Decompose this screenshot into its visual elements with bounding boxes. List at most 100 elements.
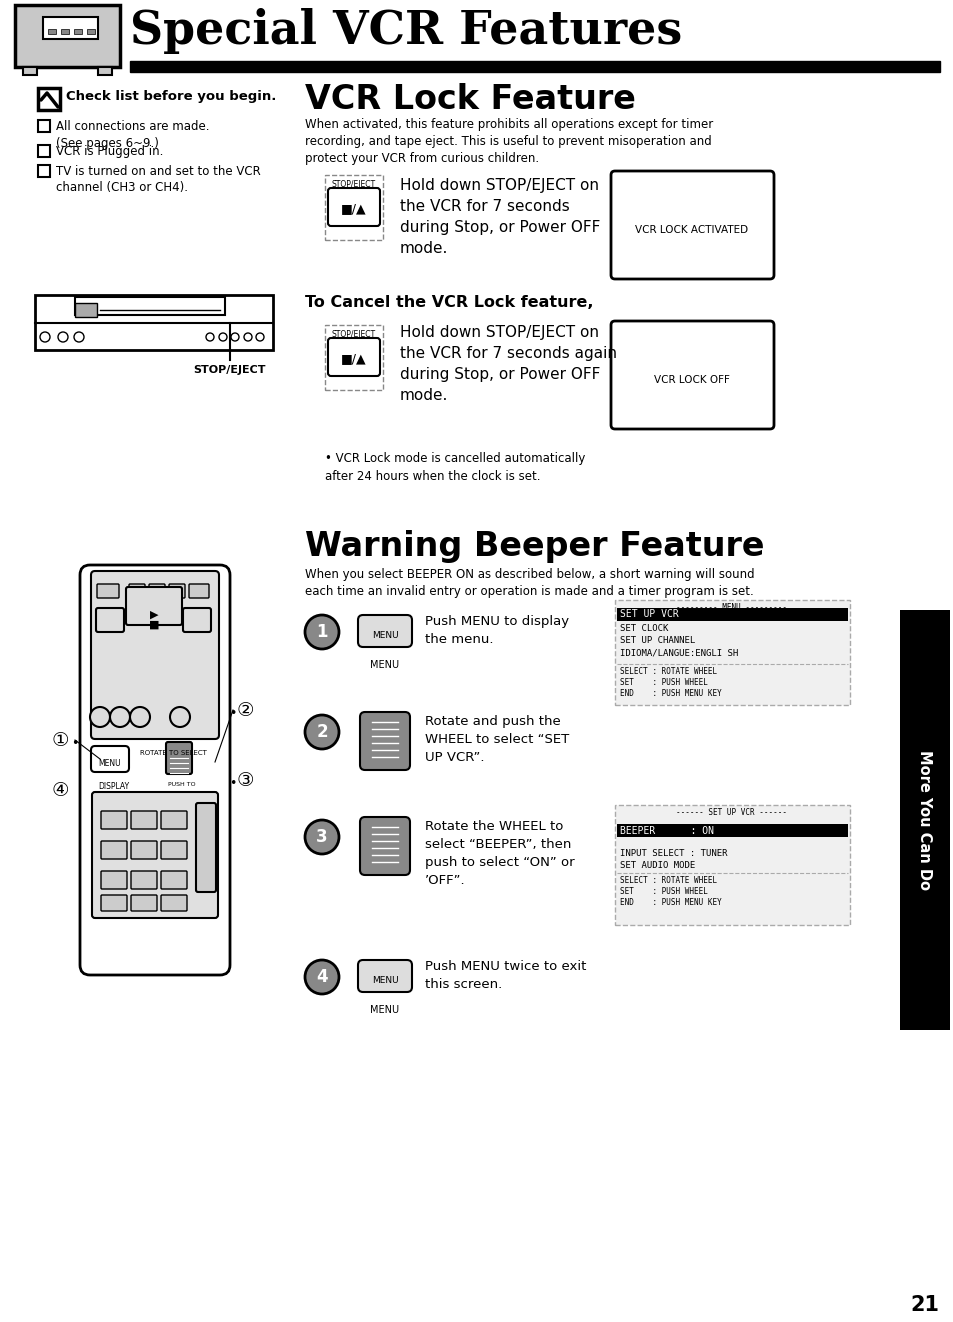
FancyBboxPatch shape — [126, 587, 182, 625]
Bar — [615, 805, 849, 925]
Text: VCR LOCK OFF: VCR LOCK OFF — [654, 375, 729, 385]
Text: VCR Lock Feature: VCR Lock Feature — [305, 83, 636, 116]
Text: STOP/EJECT: STOP/EJECT — [193, 365, 266, 375]
Circle shape — [74, 332, 84, 342]
Text: 3: 3 — [315, 828, 328, 846]
Text: Rotate and push the
WHEEL to select “SET
UP VCR”.: Rotate and push the WHEEL to select “SET… — [424, 715, 569, 764]
FancyBboxPatch shape — [161, 810, 187, 829]
Bar — [38, 89, 60, 110]
Text: STOP/EJECT: STOP/EJECT — [332, 180, 375, 189]
Circle shape — [255, 333, 264, 341]
FancyBboxPatch shape — [357, 960, 412, 992]
Circle shape — [58, 332, 68, 342]
Text: SET UP VCR: SET UP VCR — [619, 609, 678, 619]
Text: --------- MENU ---------: --------- MENU --------- — [676, 603, 786, 612]
Bar — [38, 165, 50, 177]
FancyBboxPatch shape — [96, 608, 124, 632]
Bar — [38, 120, 50, 132]
Text: When activated, this feature prohibits all operations except for timer
recording: When activated, this feature prohibits a… — [305, 118, 713, 165]
Text: Push MENU twice to exit
this screen.: Push MENU twice to exit this screen. — [424, 960, 586, 992]
Text: More You Can Do: More You Can Do — [917, 750, 931, 890]
Text: Warning Beeper Feature: Warning Beeper Feature — [305, 530, 763, 563]
Text: Check list before you begin.: Check list before you begin. — [66, 90, 276, 103]
Text: IDIOMA/LANGUE:ENGLI SH: IDIOMA/LANGUE:ENGLI SH — [619, 648, 738, 657]
Text: ▶
■: ▶ ■ — [149, 609, 159, 629]
Text: STOP/EJECT: STOP/EJECT — [332, 330, 375, 338]
Text: PUSH TO: PUSH TO — [168, 783, 195, 787]
Text: TV is turned on and set to the VCR
channel (CH3 or CH4).: TV is turned on and set to the VCR chann… — [56, 165, 260, 194]
Text: BEEPER      : ON: BEEPER : ON — [619, 826, 713, 836]
Text: ③: ③ — [236, 771, 253, 789]
Text: ------ SET UP VCR ------: ------ SET UP VCR ------ — [676, 808, 786, 817]
FancyBboxPatch shape — [169, 584, 185, 598]
FancyBboxPatch shape — [325, 175, 382, 241]
Text: END    : PUSH MENU KEY: END : PUSH MENU KEY — [619, 898, 721, 907]
FancyBboxPatch shape — [357, 615, 412, 646]
Circle shape — [219, 333, 227, 341]
Circle shape — [110, 707, 130, 727]
Text: SET CLOCK: SET CLOCK — [619, 624, 668, 633]
Text: •: • — [71, 736, 78, 750]
Bar — [74, 29, 82, 34]
FancyBboxPatch shape — [328, 188, 379, 226]
Circle shape — [305, 715, 338, 750]
Circle shape — [244, 333, 252, 341]
Bar — [23, 67, 37, 75]
FancyBboxPatch shape — [328, 338, 379, 375]
Bar — [35, 295, 273, 350]
Circle shape — [90, 707, 110, 727]
Text: To Cancel the VCR Lock feature,: To Cancel the VCR Lock feature, — [305, 295, 593, 309]
Text: SET AUDIO MODE: SET AUDIO MODE — [619, 861, 695, 870]
Text: MENU: MENU — [370, 660, 399, 670]
FancyBboxPatch shape — [359, 713, 410, 769]
Text: MENU: MENU — [372, 631, 398, 640]
Text: ①: ① — [51, 731, 69, 750]
Text: •: • — [229, 706, 236, 719]
Text: ROTATE TO SELECT: ROTATE TO SELECT — [140, 750, 207, 756]
FancyBboxPatch shape — [101, 871, 127, 888]
Text: INPUT SELECT : TUNER: INPUT SELECT : TUNER — [619, 849, 727, 858]
Text: ②: ② — [236, 701, 253, 719]
FancyBboxPatch shape — [359, 817, 410, 875]
FancyBboxPatch shape — [91, 792, 218, 917]
FancyBboxPatch shape — [131, 841, 157, 859]
Circle shape — [231, 333, 239, 341]
Bar — [48, 29, 56, 34]
Circle shape — [305, 960, 338, 994]
Bar — [98, 67, 112, 75]
Circle shape — [206, 333, 213, 341]
Circle shape — [130, 707, 150, 727]
Text: ■/▲: ■/▲ — [341, 202, 366, 215]
FancyBboxPatch shape — [129, 584, 145, 598]
FancyBboxPatch shape — [195, 802, 215, 892]
FancyBboxPatch shape — [166, 742, 192, 773]
Text: Special VCR Features: Special VCR Features — [130, 8, 681, 54]
FancyBboxPatch shape — [610, 171, 773, 279]
Text: DISPLAY: DISPLAY — [98, 783, 129, 791]
Text: ■/▲: ■/▲ — [341, 353, 366, 365]
FancyBboxPatch shape — [91, 571, 219, 739]
Text: MENU: MENU — [370, 1005, 399, 1015]
Text: 4: 4 — [315, 968, 328, 986]
FancyBboxPatch shape — [91, 746, 129, 772]
Bar — [617, 824, 847, 837]
Text: Push MENU to display
the menu.: Push MENU to display the menu. — [424, 615, 569, 646]
Text: •: • — [229, 776, 236, 789]
Text: END    : PUSH MENU KEY: END : PUSH MENU KEY — [619, 689, 721, 698]
Text: SET    : PUSH WHEEL: SET : PUSH WHEEL — [619, 887, 707, 896]
Text: MENU: MENU — [372, 976, 398, 985]
FancyBboxPatch shape — [97, 584, 119, 598]
Text: SET UP CHANNEL: SET UP CHANNEL — [619, 636, 695, 645]
Text: MENU: MENU — [98, 759, 121, 768]
FancyBboxPatch shape — [101, 841, 127, 859]
Text: Rotate the WHEEL to
select “BEEPER”, then
push to select “ON” or
’OFF”.: Rotate the WHEEL to select “BEEPER”, the… — [424, 820, 574, 887]
FancyBboxPatch shape — [325, 325, 382, 390]
FancyBboxPatch shape — [149, 584, 165, 598]
FancyBboxPatch shape — [610, 321, 773, 430]
Text: 2: 2 — [315, 723, 328, 742]
Text: When you select BEEPER ON as described below, a short warning will sound
each ti: When you select BEEPER ON as described b… — [305, 568, 754, 598]
Circle shape — [170, 707, 190, 727]
Text: ④: ④ — [51, 780, 69, 800]
Text: Hold down STOP/EJECT on
the VCR for 7 seconds again
during Stop, or Power OFF
mo: Hold down STOP/EJECT on the VCR for 7 se… — [399, 325, 617, 403]
Bar — [43, 17, 98, 40]
